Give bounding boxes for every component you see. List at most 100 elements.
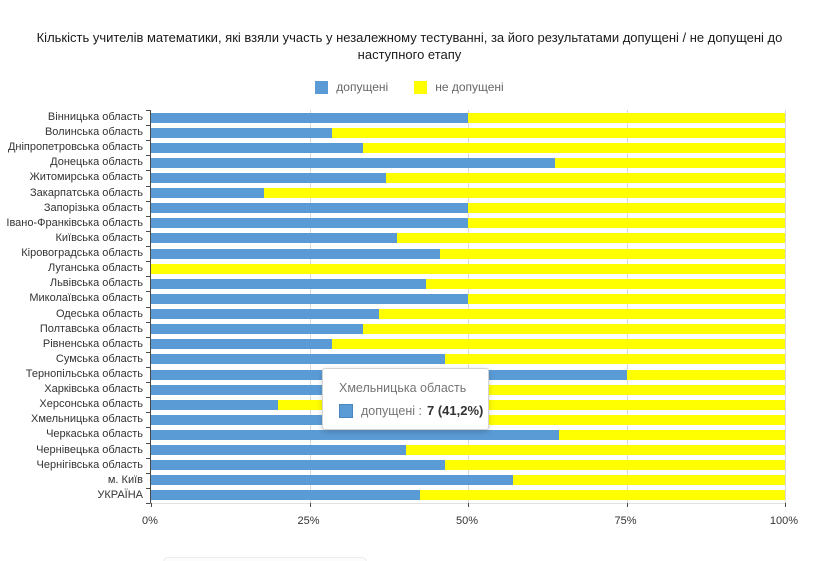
bar-row: [151, 125, 785, 140]
bar-segment-not-admitted[interactable]: [396, 233, 785, 244]
y-axis-label: Рівненська область: [42, 337, 143, 350]
bar-segment-not-admitted[interactable]: [513, 475, 785, 486]
gridline: [626, 110, 628, 503]
bar-segment-not-admitted[interactable]: [332, 339, 785, 350]
y-axis-label: Вінницька область: [47, 111, 143, 123]
y-axis-label: м. Київ: [107, 473, 143, 486]
legend-label-not-admitted: не допущені: [435, 80, 504, 94]
y-axis-tick: [146, 382, 150, 383]
gridline: [309, 110, 311, 503]
bar-segment-admitted[interactable]: [151, 339, 333, 350]
tooltip: Хмельницька область допущені : 7 (41,2%): [322, 368, 489, 430]
y-axis-tick: [146, 337, 150, 338]
y-axis-tick: [146, 427, 150, 428]
x-axis-tick: [151, 503, 152, 507]
bar-segment-not-admitted[interactable]: [468, 203, 785, 214]
y-axis-label: Миколаївська область: [29, 292, 143, 305]
bar-segment-admitted[interactable]: [151, 460, 445, 471]
y-axis-tick: [146, 216, 150, 217]
bar-segment-admitted[interactable]: [151, 309, 380, 320]
bar-segment-not-admitted[interactable]: [468, 218, 785, 229]
bar-segment-admitted[interactable]: [151, 112, 468, 123]
y-axis-label: Полтавська область: [39, 322, 143, 335]
y-axis-tick: [146, 503, 150, 504]
y-axis-tick: [146, 352, 150, 353]
bar-row: [151, 322, 785, 337]
bar-row: [151, 231, 785, 246]
bar-segment-admitted[interactable]: [151, 293, 468, 304]
y-axis-tick: [146, 367, 150, 368]
plot-area: [146, 110, 786, 507]
bar-segment-admitted[interactable]: [151, 475, 513, 486]
bar-row: [151, 352, 785, 367]
bar-segment-admitted[interactable]: [151, 278, 426, 289]
bar-segment-admitted[interactable]: [151, 414, 413, 425]
bar-segment-admitted[interactable]: [151, 324, 363, 335]
y-axis-label: Донецька область: [50, 156, 143, 169]
bar-row: [151, 443, 785, 458]
bar-segment-not-admitted[interactable]: [263, 188, 785, 199]
bar-segment-admitted[interactable]: [151, 399, 279, 410]
bar-segment-admitted[interactable]: [151, 157, 555, 168]
bar-segment-not-admitted[interactable]: [379, 309, 785, 320]
bar-segment-not-admitted[interactable]: [559, 429, 785, 440]
bar-row: [151, 337, 785, 352]
bar-segment-not-admitted[interactable]: [468, 293, 785, 304]
legend-label-admitted: допущені: [336, 80, 389, 94]
y-axis-tick: [146, 412, 150, 413]
bar-segment-admitted[interactable]: [151, 233, 397, 244]
bar-row: [151, 246, 785, 261]
bar-segment-admitted[interactable]: [151, 248, 441, 259]
bar-segment-admitted[interactable]: [151, 127, 333, 138]
legend: допущені не допущені: [0, 80, 819, 94]
bar-segment-not-admitted[interactable]: [278, 399, 785, 410]
bar-row: [151, 382, 785, 397]
bar-segment-not-admitted[interactable]: [419, 490, 785, 501]
bar-row: [151, 201, 785, 216]
y-axis-tick: [146, 488, 150, 489]
legend-item-not-admitted[interactable]: не допущені: [414, 80, 504, 94]
bar-segment-not-admitted[interactable]: [626, 369, 785, 380]
bar-segment-admitted[interactable]: [151, 490, 420, 501]
bar-segment-admitted[interactable]: [151, 218, 468, 229]
y-axis-tick: [146, 170, 150, 171]
bar-segment-not-admitted[interactable]: [412, 414, 785, 425]
y-axis-label: Кіровоградська область: [21, 247, 143, 260]
bar-segment-not-admitted[interactable]: [444, 460, 785, 471]
x-axis-tick-label: 100%: [769, 515, 799, 527]
bar-segment-not-admitted[interactable]: [385, 173, 785, 183]
bar-segment-admitted[interactable]: [151, 188, 264, 199]
y-axis-tick: [146, 473, 150, 474]
x-axis-tick-label: 75%: [614, 515, 637, 527]
bar-segment-not-admitted[interactable]: [362, 324, 785, 335]
bar-segment-admitted[interactable]: [151, 142, 363, 153]
y-axis-tick: [146, 125, 150, 126]
bar-segment-admitted[interactable]: [151, 173, 386, 183]
bar-segment-not-admitted[interactable]: [332, 127, 785, 138]
bar-segment-admitted[interactable]: [151, 445, 406, 456]
bar-segment-admitted[interactable]: [151, 354, 445, 365]
bar-segment-not-admitted[interactable]: [362, 142, 785, 153]
x-axis-tick: [785, 503, 786, 507]
bar-row: [151, 397, 785, 412]
bar-segment-not-admitted[interactable]: [440, 248, 785, 259]
bar-segment-not-admitted[interactable]: [404, 384, 785, 395]
y-axis-label: Чернівецька область: [36, 443, 143, 456]
gridline: [468, 110, 469, 503]
y-axis-label: Київська область: [55, 231, 143, 244]
bar-segment-not-admitted[interactable]: [425, 278, 785, 289]
legend-item-admitted[interactable]: допущені: [315, 80, 388, 94]
bar-row: [151, 155, 785, 170]
gridline: [785, 110, 786, 503]
y-axis-label: Івано-Франківська область: [6, 216, 143, 229]
bar-segment-not-admitted[interactable]: [554, 157, 785, 168]
bar-segment-admitted[interactable]: [151, 384, 405, 395]
bar-segment-not-admitted[interactable]: [468, 112, 785, 123]
bar-segment-admitted[interactable]: [151, 429, 560, 440]
bar-segment-not-admitted[interactable]: [151, 263, 785, 274]
tooltip-value: 7 (41,2%): [427, 403, 484, 418]
bar-segment-admitted[interactable]: [151, 203, 468, 214]
y-axis-label: Харківська область: [44, 383, 143, 396]
bar-segment-not-admitted[interactable]: [444, 354, 785, 365]
bar-segment-not-admitted[interactable]: [405, 445, 785, 456]
